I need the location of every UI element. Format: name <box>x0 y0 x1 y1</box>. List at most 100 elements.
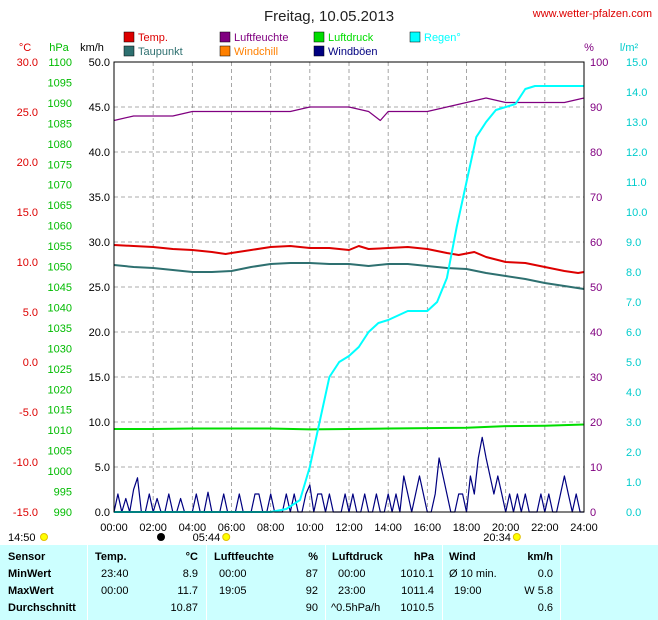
unit-temp: °C <box>19 42 31 54</box>
wind-tick-label: 50.0 <box>89 57 110 69</box>
max-hum-value: 92 <box>305 585 318 597</box>
rain-tick-label: 13.0 <box>626 117 647 129</box>
x-tick-label: 04:00 <box>179 522 207 534</box>
max-press-time: 23:00 <box>338 585 366 597</box>
rain-tick-label: 6.0 <box>626 327 641 339</box>
pressure-tick-label: 1070 <box>48 180 72 192</box>
legend-label: Luftfeuchte <box>234 32 288 44</box>
pressure-tick-label: 1040 <box>48 302 72 314</box>
rain-tick-label: 0.0 <box>626 507 641 519</box>
humidity-tick-label: 10 <box>590 462 602 474</box>
header-temp-unit: °C <box>185 551 198 563</box>
humidity-tick-label: 70 <box>590 192 602 204</box>
pressure-tick-label: 990 <box>54 507 72 519</box>
moon-icon <box>157 533 165 541</box>
row-label-max: MaxWert <box>8 585 54 597</box>
col-divider <box>560 545 561 620</box>
site-link[interactable]: www.wetter-pfalzen.com <box>532 8 652 20</box>
header-humidity-unit: % <box>308 551 318 563</box>
min-temp-time: 23:40 <box>101 568 129 580</box>
row-label-avg: Durchschnitt <box>8 602 76 614</box>
temp-tick-label: 10.0 <box>17 257 38 269</box>
min-hum-time: 00:00 <box>219 568 247 580</box>
pressure-tick-label: 1025 <box>48 364 72 376</box>
col-divider <box>87 545 88 620</box>
humidity-tick-label: 30 <box>590 372 602 384</box>
temp-tick-label: -10.0 <box>13 457 38 469</box>
wind-tick-label: 35.0 <box>89 192 110 204</box>
wind-tick-label: 10.0 <box>89 417 110 429</box>
max-temp-time: 00:00 <box>101 585 129 597</box>
rain-tick-label: 9.0 <box>626 237 641 249</box>
axis-ticks: 30.0 25.0 20.0 15.0 10.0 5.0 0.0 -5.0 -10.0 -15.0… <box>13 57 648 534</box>
stats-table: Sensor Temp. °C Luftfeuchte % Luftdruck … <box>0 545 658 620</box>
row-label-min: MinWert <box>8 568 52 580</box>
pressure-tick-label: 1090 <box>48 98 72 110</box>
min-press-value: 1010.1 <box>400 568 434 580</box>
rain-tick-label: 1.0 <box>626 477 641 489</box>
temp-tick-label: -15.0 <box>13 507 38 519</box>
day-start-label: 14:50 <box>8 532 36 544</box>
pressure-tick-label: 1015 <box>48 405 72 417</box>
wind-tick-label: 0.0 <box>95 507 110 519</box>
max-wind-time: 19:00 <box>454 585 482 597</box>
rain-tick-label: 7.0 <box>626 297 641 309</box>
col-divider <box>206 545 207 620</box>
pressure-tick-label: 1085 <box>48 118 72 130</box>
x-tick-label: 08:00 <box>257 522 285 534</box>
legend-label: Temp. <box>138 32 168 44</box>
grid <box>114 62 584 512</box>
legend-label: Windböen <box>328 46 378 58</box>
min-hum-value: 87 <box>305 568 318 580</box>
temp-tick-label: 15.0 <box>17 207 38 219</box>
humidity-tick-label: 90 <box>590 102 602 114</box>
humidity-tick-label: 60 <box>590 237 602 249</box>
sunrise-label: 05:44 <box>193 532 221 544</box>
pressure-tick-label: 1055 <box>48 241 72 253</box>
unit-humidity: % <box>584 42 594 54</box>
temp-tick-label: 30.0 <box>17 57 38 69</box>
rain-tick-label: 15.0 <box>626 57 647 69</box>
col-divider <box>325 545 326 620</box>
wind-tick-label: 5.0 <box>95 462 110 474</box>
plot-frame <box>113 61 585 513</box>
wind-tick-label: 20.0 <box>89 327 110 339</box>
series-luftdruck-line <box>114 423 585 431</box>
avg-hum-value: 90 <box>305 602 318 614</box>
wind-tick-label: 30.0 <box>89 237 110 249</box>
chart-title: Freitag, 10.05.2013 <box>264 8 394 25</box>
legend-swatch <box>123 31 135 43</box>
sunset-icon <box>512 533 521 541</box>
max-press-value: 1011.4 <box>401 585 434 597</box>
legend-swatch <box>313 31 325 43</box>
rain-tick-label: 8.0 <box>626 267 641 279</box>
sunset-label: 20:34 <box>483 532 511 544</box>
pressure-tick-label: 1005 <box>48 446 72 458</box>
rain-tick-label: 4.0 <box>626 387 641 399</box>
legend-label: Regen° <box>424 32 461 44</box>
x-tick-label: 16:00 <box>414 522 442 534</box>
legend-swatch <box>313 45 325 57</box>
sun-icon <box>40 533 48 541</box>
unit-pressure: hPa <box>49 42 69 54</box>
avg-press-trend: ^0.5hPa/h <box>331 602 381 614</box>
rain-tick-label: 11.0 <box>626 177 647 189</box>
min-wind-value: 0.0 <box>537 568 553 580</box>
header-wind: Wind <box>449 551 476 563</box>
avg-press-value: 1010.5 <box>400 602 434 614</box>
pressure-tick-label: 1075 <box>48 159 72 171</box>
legend-swatch <box>409 31 421 43</box>
pressure-tick-label: 1030 <box>48 343 72 355</box>
header-humidity: Luftfeuchte <box>214 551 274 563</box>
rain-tick-label: 3.0 <box>626 417 641 429</box>
col-divider <box>442 545 443 620</box>
humidity-tick-label: 0 <box>590 507 596 519</box>
header-temp: Temp. <box>95 551 127 563</box>
humidity-tick-label: 40 <box>590 327 602 339</box>
pressure-tick-label: 1100 <box>48 57 72 69</box>
x-tick-label: 10:00 <box>296 522 324 534</box>
weather-chart: Freitag, 10.05.2013 www.wetter-pfalzen.c… <box>8 8 652 544</box>
max-hum-time: 19:05 <box>219 585 247 597</box>
x-tick-label: 22:00 <box>531 522 559 534</box>
legend-label: Windchill <box>234 46 278 58</box>
